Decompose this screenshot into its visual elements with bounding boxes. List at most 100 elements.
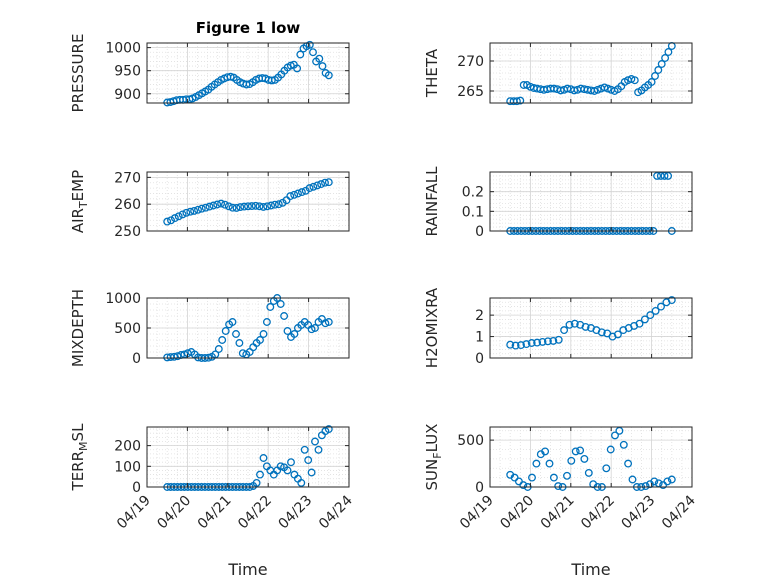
y-tick-label: 200 bbox=[114, 439, 141, 455]
data-point bbox=[549, 473, 558, 482]
data-point bbox=[651, 72, 659, 80]
y-axis-label: H2OMIXRA bbox=[423, 287, 441, 368]
data-point bbox=[628, 475, 637, 484]
subplot-3: 250 260 270 AIRTEMP bbox=[69, 170, 350, 240]
subplot-7: 0 100 200 TERRMSL 04/19 04/20 04/21 04/22 04/23 0… bbox=[69, 423, 356, 579]
data-point bbox=[324, 318, 333, 326]
data-point bbox=[321, 178, 329, 187]
data-point bbox=[221, 327, 230, 335]
x-tick-label: 04/20 bbox=[497, 493, 537, 533]
data-point bbox=[664, 171, 673, 180]
data-point bbox=[290, 190, 299, 199]
data-point bbox=[174, 212, 183, 221]
data-point bbox=[209, 201, 218, 210]
y-tick-label: 265 bbox=[457, 84, 484, 100]
data-point bbox=[313, 181, 322, 190]
subplot-2: 265 270 THETA bbox=[423, 42, 693, 106]
data-point bbox=[259, 454, 268, 462]
x-axis-label: Time bbox=[227, 560, 267, 579]
data-point bbox=[660, 171, 669, 180]
data-point bbox=[602, 464, 611, 473]
data-point bbox=[205, 202, 214, 211]
y-tick-label: 0.1 bbox=[462, 204, 484, 220]
data-point bbox=[252, 478, 261, 487]
data-point bbox=[256, 470, 264, 479]
data-point bbox=[667, 475, 676, 484]
x-tick-label: 04/22 bbox=[235, 493, 275, 533]
data-point bbox=[224, 202, 233, 211]
data-point bbox=[565, 320, 574, 329]
data-point bbox=[213, 200, 222, 209]
plot-area bbox=[490, 172, 692, 231]
x-axis-label: Time bbox=[570, 560, 610, 579]
data-point bbox=[300, 445, 309, 454]
y-tick-label: 500 bbox=[114, 321, 141, 337]
x-tick-label: 04/19 bbox=[457, 493, 497, 533]
data-point bbox=[533, 338, 542, 347]
data-point bbox=[324, 425, 333, 434]
subplot-5: 0 500 1000 MIXDEPTH bbox=[69, 289, 350, 367]
data-point bbox=[235, 339, 244, 347]
data-point bbox=[259, 330, 268, 338]
data-point bbox=[201, 203, 210, 212]
y-tick-label: 0 bbox=[475, 351, 484, 367]
y-tick-label: 260 bbox=[114, 197, 141, 213]
data-point bbox=[560, 326, 569, 335]
data-point bbox=[309, 182, 318, 191]
data-point bbox=[624, 459, 633, 468]
data-point bbox=[262, 318, 271, 326]
axes-box bbox=[146, 426, 350, 488]
y-axis-label: SUNFLUX bbox=[423, 424, 444, 491]
data-point bbox=[244, 202, 252, 211]
x-tick-label: 04/24 bbox=[659, 492, 699, 532]
data-point bbox=[190, 206, 199, 215]
data-point bbox=[324, 71, 333, 80]
data-point bbox=[528, 473, 536, 482]
data-point bbox=[603, 84, 612, 93]
data-point bbox=[263, 202, 272, 211]
data-point bbox=[297, 478, 306, 487]
y-tick-label: 0 bbox=[132, 351, 141, 367]
data-point bbox=[247, 202, 256, 211]
data-point bbox=[653, 171, 662, 180]
x-tick-label: 04/22 bbox=[578, 493, 618, 533]
y-axis-label: AIRTEMP bbox=[69, 170, 90, 233]
data-point bbox=[630, 76, 639, 85]
data-point bbox=[619, 440, 628, 449]
subplot-6: 0 1 2 H2OMIXRA bbox=[423, 287, 693, 368]
data-point bbox=[236, 203, 245, 212]
data-point bbox=[506, 340, 515, 349]
data-point bbox=[567, 456, 576, 465]
data-point bbox=[267, 201, 276, 210]
data-point bbox=[584, 468, 593, 477]
data-point bbox=[290, 330, 299, 338]
data-point bbox=[217, 199, 226, 208]
y-tick-label: 100 bbox=[114, 459, 141, 475]
data-point bbox=[315, 54, 324, 63]
y-axis-label: RAINFALL bbox=[423, 166, 441, 237]
y-tick-label: 1000 bbox=[105, 41, 141, 57]
y-tick-label: 0.2 bbox=[462, 185, 484, 201]
x-tick-label: 04/24 bbox=[316, 492, 356, 532]
x-tick-label: 04/19 bbox=[114, 493, 154, 533]
y-tick-label: 2 bbox=[475, 308, 484, 324]
y-axis-label: THETA bbox=[423, 48, 441, 98]
data-point bbox=[314, 445, 323, 454]
data-point bbox=[170, 214, 179, 223]
data-point bbox=[549, 336, 558, 345]
y-tick-label: 950 bbox=[114, 64, 141, 80]
data-point bbox=[516, 96, 525, 105]
data-point bbox=[170, 352, 179, 361]
data-point bbox=[627, 75, 636, 83]
data-point bbox=[657, 302, 665, 311]
data-point bbox=[576, 446, 585, 455]
data-point bbox=[543, 337, 552, 346]
data-point bbox=[251, 201, 260, 210]
axes-box bbox=[489, 171, 693, 232]
y-axis-label: PRESSURE bbox=[69, 34, 87, 113]
data-point bbox=[296, 50, 305, 59]
data-point bbox=[650, 477, 659, 486]
data-point bbox=[305, 184, 314, 193]
data-point bbox=[517, 341, 525, 350]
y-tick-label: 900 bbox=[114, 87, 141, 103]
